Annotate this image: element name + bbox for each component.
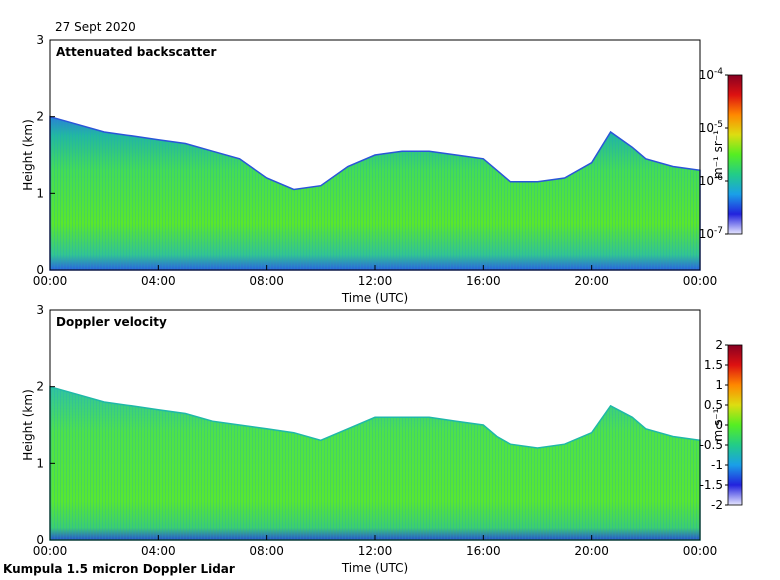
x-tick-label: 08:00: [249, 544, 284, 558]
y-tick-label: 3: [36, 303, 44, 317]
colorbar-tick-base: 10: [699, 68, 714, 82]
colorbar-tick-label: -1: [711, 458, 723, 472]
x-tick-label: 00:00: [33, 544, 68, 558]
date-label: 27 Sept 2020: [55, 20, 136, 34]
colorbar-tick-label: -2: [711, 498, 723, 512]
x-tick-label: 20:00: [574, 274, 609, 288]
colorbar: [727, 344, 743, 506]
y-tick-label: 3: [36, 33, 44, 47]
backscatter-panel: Attenuated backscatter 00:00 04:00 08:00 12:…: [21, 33, 743, 305]
y-axis-label: Height (km): [21, 119, 35, 190]
colorbar-tick-exponent: -6: [714, 173, 723, 183]
y-axis-label: Height (km): [21, 389, 35, 460]
colorbar-tick-label: 2: [715, 338, 723, 352]
doppler-velocity-panel: Doppler velocity 00:00 04:00 08:00 12:00 16:0…: [21, 303, 743, 575]
colorbar-tick-label: 0.5: [704, 398, 723, 412]
x-axis-label: Time (UTC): [341, 291, 408, 305]
colorbar-tick-label: 10-5: [699, 120, 723, 135]
cloud-top-edge: [49, 385, 701, 541]
x-tick-label: 20:00: [574, 544, 609, 558]
y-tick-label: 2: [36, 380, 44, 394]
colorbar: [727, 74, 743, 235]
x-tick-label: 04:00: [141, 274, 176, 288]
x-tick-label: 00:00: [683, 544, 718, 558]
y-tick-label: 1: [36, 456, 44, 470]
x-tick-label: 16:00: [466, 274, 501, 288]
x-tick-label: 00:00: [33, 274, 68, 288]
x-axis-label: Time (UTC): [341, 561, 408, 575]
x-tick-label: 12:00: [358, 544, 393, 558]
x-tick-label: 12:00: [358, 274, 393, 288]
colorbar-tick-label: 10-7: [699, 226, 723, 241]
colorbar-tick-base: 10: [699, 174, 714, 188]
colorbar-tick-label: 0: [715, 418, 723, 432]
panel-title: Attenuated backscatter: [56, 45, 216, 59]
colorbar-tick-label: 10-6: [699, 173, 724, 188]
colorbar-tick-exponent: -5: [714, 120, 723, 130]
colorbar-tick-base: 10: [699, 227, 714, 241]
colorbar-label: m⁻¹ sr⁻¹: [711, 130, 725, 179]
x-tick-label: 08:00: [249, 274, 284, 288]
x-tick-label: 00:00: [683, 274, 718, 288]
y-tick-label: 0: [36, 263, 44, 277]
colorbar-tick-label: -0.5: [700, 438, 723, 452]
colorbar-tick-exponent: -7: [714, 226, 723, 236]
colorbar-label: m s⁻¹: [711, 408, 725, 441]
y-tick-label: 2: [36, 110, 44, 124]
colorbar-tick-exponent: -4: [714, 67, 723, 77]
x-tick-label: 04:00: [141, 544, 176, 558]
colorbar-tick-label: 1.5: [704, 358, 723, 372]
x-tick-label: 16:00: [466, 544, 501, 558]
y-tick-label: 0: [36, 533, 44, 547]
colorbar-tick-label: -1.5: [700, 478, 723, 492]
colorbar-tick-label: 10-4: [699, 67, 724, 82]
panel-title: Doppler velocity: [56, 315, 167, 329]
footer-label: Kumpula 1.5 micron Doppler Lidar: [3, 562, 235, 576]
y-tick-label: 1: [36, 186, 44, 200]
colorbar-tick-label: 1: [715, 378, 723, 392]
cloud-top-edge: [49, 115, 701, 271]
colorbar-tick-base: 10: [699, 121, 714, 135]
